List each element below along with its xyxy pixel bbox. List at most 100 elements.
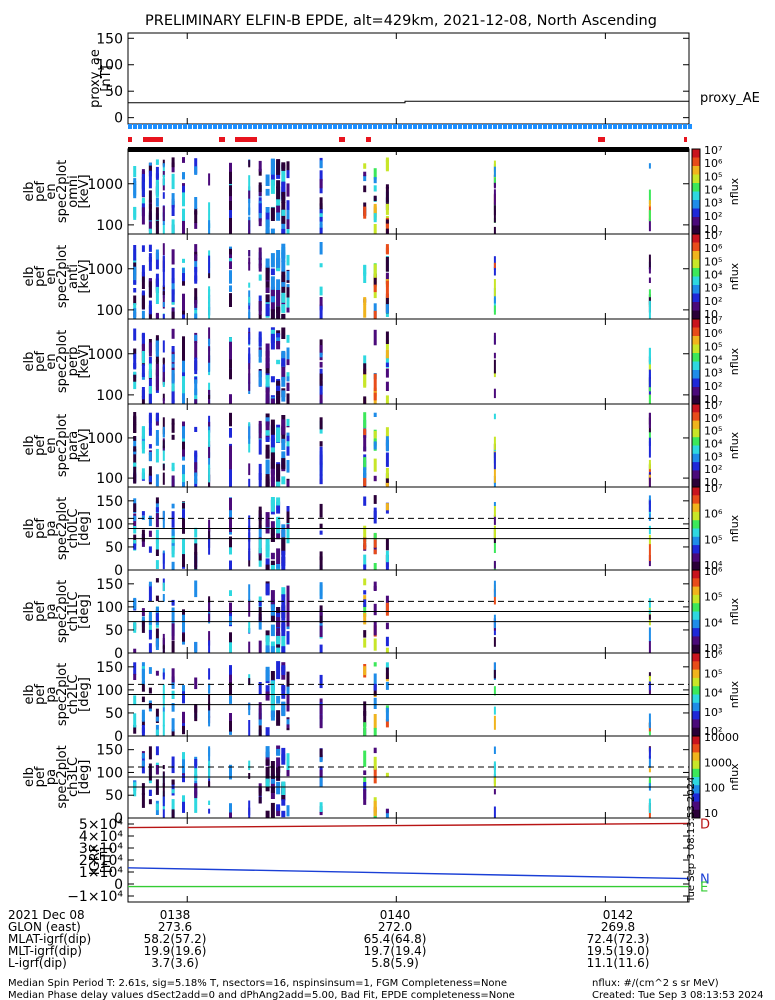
y-axis-label-line: spec2plot — [55, 160, 70, 223]
spectrogram-cell — [363, 599, 367, 607]
spectrogram-cell — [194, 388, 198, 404]
colorbar-tick-label: 10³ — [704, 642, 722, 655]
y-axis-label-line: [keV] — [77, 259, 92, 293]
colorbar-step — [692, 161, 700, 165]
y-tick-label: 50 — [105, 788, 123, 804]
spectrogram-cell — [208, 327, 211, 345]
spectrogram-cell — [171, 756, 175, 774]
spectrogram-cell — [155, 638, 159, 650]
phase-fit-mark — [133, 124, 137, 129]
phase-fit-mark — [478, 124, 482, 129]
y-axis-label-line: en — [44, 183, 59, 199]
colorbar-step — [692, 648, 700, 652]
colorbar-step — [692, 596, 700, 600]
spectrogram-cell — [182, 157, 185, 163]
spectrogram-cell — [385, 602, 389, 616]
colorbar-step — [692, 149, 700, 152]
spectrogram-cell — [281, 191, 286, 203]
colorbar-tick-label: 10² — [704, 725, 722, 738]
spectrogram-cell — [182, 691, 185, 704]
phase-fit-mark — [358, 124, 362, 129]
spectrogram-cell — [385, 636, 389, 647]
spectrogram-cell — [373, 532, 377, 540]
spectrogram-cell — [648, 347, 651, 358]
colorbar-step — [692, 611, 700, 615]
spectrogram-cell — [133, 724, 137, 734]
y-tick-label: 150 — [96, 577, 123, 593]
colorbar-step — [692, 497, 700, 500]
colorbar-step — [692, 669, 700, 673]
spectrogram-cell — [182, 183, 185, 189]
colorbar-step — [692, 321, 700, 324]
spectrogram-cell — [319, 373, 323, 386]
spectrogram-cell — [648, 200, 651, 207]
spectrogram-cell — [281, 707, 286, 717]
spectrogram-cell — [141, 511, 145, 516]
phase-fit-mark — [273, 124, 277, 129]
phase-fit-mark — [503, 124, 507, 129]
colorbar-step — [692, 484, 700, 488]
spectrogram-cell — [385, 362, 389, 367]
y-axis-label-line: ch1LC — [66, 592, 81, 632]
spectrogram-cell — [265, 810, 270, 818]
orbit-row-value: 0138 — [160, 908, 191, 922]
colorbar-step — [692, 572, 700, 575]
spectrogram-cell — [385, 280, 389, 298]
spectrogram-cell — [276, 516, 281, 534]
phase-fit-mark — [588, 124, 592, 129]
colorbar-step — [692, 170, 700, 173]
spectrogram-cell — [270, 419, 275, 435]
spectrogram-cell — [258, 160, 262, 172]
colorbar-step — [692, 453, 700, 457]
spectrogram-cell — [648, 477, 651, 487]
spectrogram-cell — [265, 383, 270, 391]
spectrogram-cell — [276, 341, 281, 350]
spectrogram-cell — [286, 170, 290, 179]
phase-fit-mark — [433, 124, 437, 129]
spectrogram-cell — [363, 363, 367, 375]
spectrogram-cell — [319, 474, 323, 485]
spectrogram-cell — [363, 603, 367, 617]
colorbar-step — [692, 758, 700, 762]
spectrogram-cell — [281, 419, 286, 435]
colorbar-step — [692, 246, 700, 250]
colorbar-step — [692, 793, 700, 796]
spectrogram-cell — [208, 202, 211, 216]
spectrogram-cell — [373, 329, 377, 346]
spectrogram-cell — [182, 629, 185, 637]
phase-fit-mark — [493, 124, 497, 129]
y-axis-label-line: ch3LC — [66, 757, 81, 797]
spectrogram-cell — [276, 265, 281, 272]
colorbar-step — [692, 278, 700, 282]
spectrogram-cell — [182, 464, 185, 482]
spectrogram-cell — [286, 183, 290, 197]
spectrogram-cell — [648, 544, 651, 561]
spectrogram-cell — [208, 693, 211, 711]
phase-fit-mark — [268, 124, 272, 129]
orbit-row-label: MLAT-igrf(dip) — [8, 932, 91, 946]
spectrogram-cell — [194, 759, 198, 769]
spectrogram-cell — [141, 793, 145, 808]
colorbar-step — [692, 219, 700, 222]
spectrogram-cell — [373, 195, 377, 202]
spectrogram-cell — [648, 218, 651, 232]
phase-fit-mark — [633, 124, 637, 129]
spectrogram-cell — [182, 774, 185, 783]
colorbar-step — [692, 731, 700, 735]
y-axis-label-line: proxy_ae — [88, 49, 103, 108]
colorbar-step — [692, 265, 700, 269]
spectrogram-cell — [171, 541, 175, 558]
colorbar-tick-label: 10⁵ — [704, 591, 722, 604]
spectrogram-cell — [385, 272, 389, 284]
phase-fit-mark — [193, 124, 197, 129]
spectrogram-cell — [319, 551, 323, 561]
y-tick-label: 3×10⁴ — [79, 841, 123, 857]
spectrogram-cell — [194, 580, 198, 598]
colorbar-step — [692, 329, 700, 333]
spectrogram-cell — [319, 242, 323, 255]
spectrogram-cell — [171, 599, 175, 606]
colorbar-tick-label: 10 — [704, 393, 718, 406]
spectrogram-cell — [270, 601, 275, 616]
